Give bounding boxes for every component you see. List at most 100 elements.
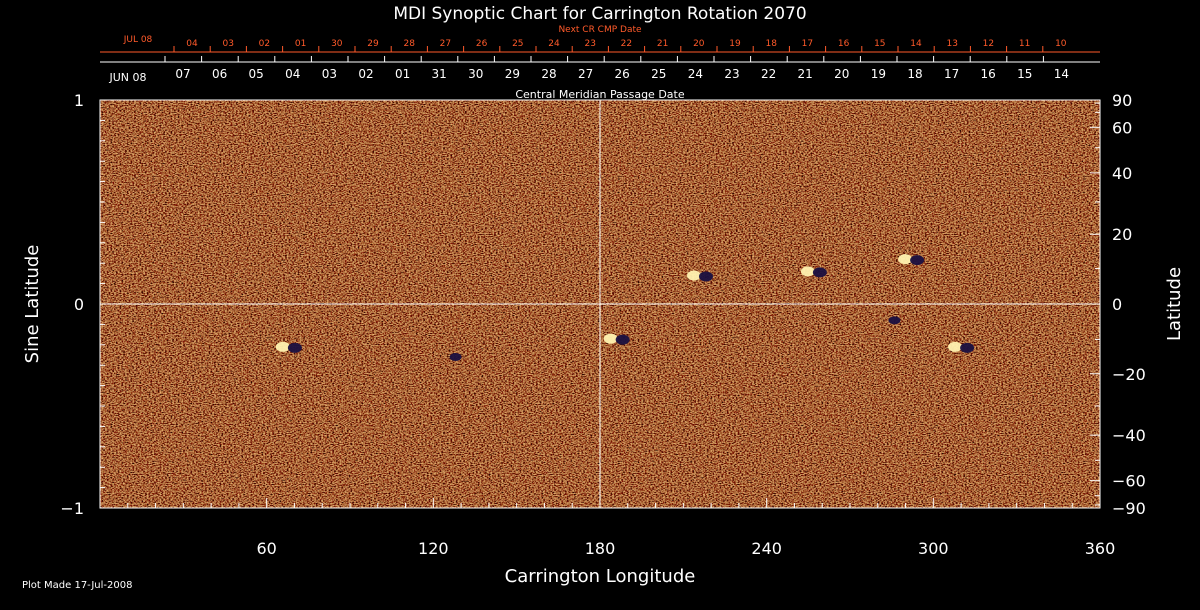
cmp-date-label: 19: [871, 67, 886, 81]
cmp-date-label: 22: [761, 67, 776, 81]
active-region: [603, 333, 630, 345]
cmp-date-label: 16: [981, 67, 996, 81]
cmp-date-label: 29: [505, 67, 520, 81]
active-region: [687, 270, 713, 282]
y-right-tick-label: 20: [1112, 225, 1132, 244]
next-cmp-date-label: 04: [186, 39, 198, 49]
next-cmp-date-label: 19: [729, 39, 741, 49]
next-cmp-date-label: 12: [983, 39, 994, 49]
cmp-date-label: 21: [798, 67, 813, 81]
chart-title: MDI Synoptic Chart for Carrington Rotati…: [393, 4, 806, 24]
next-cmp-date-label: 11: [1019, 39, 1030, 49]
next-cmp-date-label: 10: [1055, 39, 1067, 49]
next-cmp-date-label: 23: [584, 39, 595, 49]
negative-polarity: [449, 353, 462, 362]
negative-polarity: [287, 342, 302, 353]
next-cmp-date-label: 13: [946, 39, 957, 49]
cmp-date-label: 30: [468, 67, 483, 81]
next-cmp-date-label: 29: [367, 39, 379, 49]
next-month-label: JUL 08: [123, 35, 153, 45]
cmp-date-label: 28: [541, 67, 556, 81]
next-cmp-axis-label: Next CR CMP Date: [558, 25, 642, 35]
y-right-tick-label: 40: [1112, 164, 1132, 183]
next-cmp-date-label: 02: [259, 39, 270, 49]
x-tick-label: 240: [751, 539, 782, 558]
x-tick-label: 300: [918, 539, 949, 558]
next-cmp-date-label: 27: [440, 39, 451, 49]
y-right-tick-label: −40: [1112, 426, 1146, 445]
y-right-tick-label: −90: [1112, 499, 1146, 518]
next-cmp-date-label: 20: [693, 39, 705, 49]
active-region: [888, 316, 901, 325]
cmp-date-label: 05: [249, 67, 264, 81]
cmp-date-label: 06: [212, 67, 227, 81]
next-cmp-date-label: 25: [512, 39, 523, 49]
y-left-tick-label: −1: [60, 499, 84, 518]
cmp-date-label: 17: [944, 67, 959, 81]
y-axis-right-title: Latitude: [1164, 267, 1185, 341]
next-cmp-date-label: 17: [802, 39, 813, 49]
next-cmp-date-axis: 04 03 02 01 30 29 28 27 26 25 24 23 22 21 20 19 18 17 16 15…: [100, 39, 1100, 53]
y-right-tick-label: 90: [1112, 91, 1132, 110]
cmp-date-label: 20: [834, 67, 849, 81]
active-region: [275, 341, 302, 353]
y-right-tick-label: 0: [1112, 295, 1122, 314]
cmp-date-label: 01: [395, 67, 410, 81]
cmp-date-label: 26: [615, 67, 630, 81]
start-month-label: JUN 08: [108, 71, 146, 84]
x-tick-label: 360: [1085, 539, 1116, 558]
active-region: [800, 266, 827, 278]
x-tick-label: 180: [585, 539, 616, 558]
y-left-tick-label: 0: [74, 295, 84, 314]
positive-polarity: [687, 270, 701, 281]
y-right-tick-label: −20: [1112, 365, 1146, 384]
positive-polarity: [275, 341, 290, 352]
positive-polarity: [948, 341, 963, 352]
cmp-date-label: 04: [285, 67, 300, 81]
negative-polarity: [699, 271, 713, 282]
next-cmp-date-label: 26: [476, 39, 488, 49]
cmp-date-label: 18: [907, 67, 922, 81]
cmp-date-label: 23: [724, 67, 739, 81]
next-cmp-date-label: 15: [874, 39, 885, 49]
y-right-tick-label: 60: [1112, 118, 1132, 137]
next-cmp-date-label: 14: [910, 39, 922, 49]
cmp-date-label: 15: [1017, 67, 1032, 81]
negative-polarity: [615, 334, 630, 345]
x-tick-label: 120: [418, 539, 449, 558]
next-cmp-date-label: 03: [222, 39, 233, 49]
y-left-tick-label: 1: [74, 91, 84, 110]
negative-polarity: [960, 342, 975, 353]
cmp-date-label: 24: [688, 67, 703, 81]
negative-polarity: [888, 316, 901, 325]
cmp-date-label: 07: [175, 67, 190, 81]
cmp-date-label: 14: [1054, 67, 1069, 81]
next-cmp-date-label: 24: [548, 39, 560, 49]
active-region: [948, 341, 975, 353]
next-cmp-date-label: 30: [331, 39, 343, 49]
cmp-date-label: 27: [578, 67, 593, 81]
active-regions: [275, 254, 975, 362]
positive-polarity: [800, 266, 815, 277]
y-axis-left-title: Sine Latitude: [22, 245, 43, 364]
next-cmp-date-label: 21: [657, 39, 668, 49]
next-cmp-date-label: 18: [765, 39, 777, 49]
next-cmp-date-label: 28: [403, 39, 415, 49]
y-right-tick-label: −60: [1112, 472, 1146, 491]
cmp-date-label: 02: [358, 67, 373, 81]
x-axis: 60 120 180 240 300 360: [127, 498, 1116, 558]
y-axis-left: 1 0 −1: [60, 91, 110, 518]
x-axis-title: Carrington Longitude: [505, 566, 696, 587]
positive-polarity: [603, 333, 618, 344]
plot-made-credit: Plot Made 17-Jul-2008: [22, 580, 133, 591]
next-cmp-date-label: 01: [295, 39, 306, 49]
next-cmp-date-label: 22: [621, 39, 632, 49]
cmp-axis-label: Central Meridian Passage Date: [515, 88, 684, 101]
y-axis-right: 90 60 40 20 0 −20 −40 −60 −90: [1090, 91, 1146, 518]
cmp-date-axis: 07 06 05 04 03 02 01 31 30 29 28 27 26 25 24 23 22 21 20 19…: [100, 56, 1100, 81]
cmp-date-label: 31: [432, 67, 447, 81]
cmp-date-label: 03: [322, 67, 337, 81]
active-region: [898, 254, 925, 266]
x-tick-label: 60: [256, 539, 276, 558]
